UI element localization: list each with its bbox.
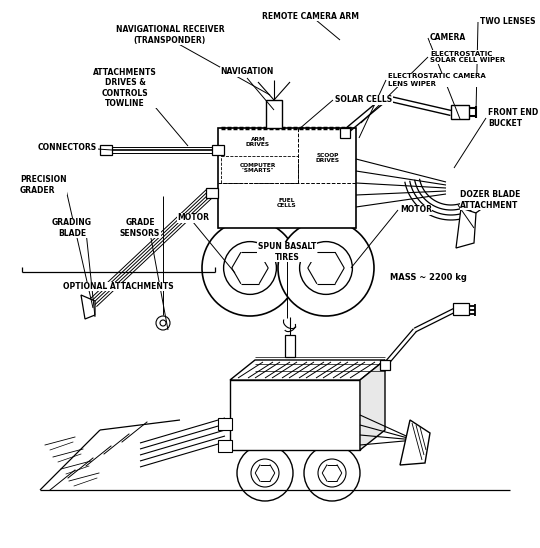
- Text: FRONT END
BUCKET: FRONT END BUCKET: [488, 109, 538, 128]
- Bar: [451, 105, 469, 119]
- Bar: [206, 188, 218, 198]
- Text: CAMERA: CAMERA: [430, 33, 466, 43]
- Text: MOTOR: MOTOR: [400, 206, 432, 214]
- Text: FUEL
CELLS: FUEL CELLS: [277, 198, 297, 208]
- Bar: [285, 335, 295, 357]
- Bar: [230, 380, 360, 450]
- Bar: [218, 418, 232, 430]
- Text: REMOTE CAMERA ARM: REMOTE CAMERA ARM: [261, 12, 359, 21]
- Bar: [221, 156, 298, 183]
- Polygon shape: [360, 360, 385, 450]
- Text: COMPUTER
"SMARTS": COMPUTER "SMARTS": [240, 163, 276, 173]
- Text: SOLAR CELLS: SOLAR CELLS: [335, 95, 392, 105]
- Bar: [218, 128, 356, 228]
- Text: TWO LENSES: TWO LENSES: [480, 18, 536, 26]
- Text: GRADE
SENSORS: GRADE SENSORS: [120, 218, 160, 238]
- Bar: [212, 145, 224, 155]
- Circle shape: [156, 316, 170, 330]
- Text: ATTACHMENTS
DRIVES &
CONTROLS
TOWLINE: ATTACHMENTS DRIVES & CONTROLS TOWLINE: [93, 68, 157, 108]
- Text: MASS ~ 2200 kg: MASS ~ 2200 kg: [390, 273, 467, 283]
- Text: PRECISION
GRADER: PRECISION GRADER: [20, 175, 66, 195]
- Bar: [340, 128, 350, 138]
- Bar: [266, 100, 282, 128]
- Circle shape: [278, 220, 374, 316]
- Bar: [380, 360, 390, 370]
- Circle shape: [202, 220, 298, 316]
- Text: CONNECTORS: CONNECTORS: [38, 144, 97, 152]
- Text: ARM
DRIVES: ARM DRIVES: [246, 136, 270, 147]
- Text: GRADING
BLADE: GRADING BLADE: [52, 218, 92, 238]
- Circle shape: [160, 320, 166, 326]
- Circle shape: [237, 445, 293, 501]
- Bar: [453, 303, 469, 315]
- Text: DOZER BLADE
ATTACHMENT: DOZER BLADE ATTACHMENT: [460, 190, 521, 210]
- Text: ELECTROSTATIC CAMERA
LENS WIPER: ELECTROSTATIC CAMERA LENS WIPER: [388, 73, 486, 87]
- Text: NAVIGATION: NAVIGATION: [220, 67, 274, 77]
- Text: OPTIONAL ATTACHMENTS: OPTIONAL ATTACHMENTS: [63, 282, 173, 291]
- Text: MOTOR: MOTOR: [177, 214, 209, 222]
- Text: SPUN BASALT
TIRES: SPUN BASALT TIRES: [258, 242, 316, 262]
- Text: NAVIGATIONAL RECEIVER
(TRANSPONDER): NAVIGATIONAL RECEIVER (TRANSPONDER): [116, 25, 224, 45]
- Polygon shape: [400, 420, 430, 465]
- Text: ELECTROSTATIC
SOLAR CELL WIPER: ELECTROSTATIC SOLAR CELL WIPER: [430, 50, 505, 64]
- Bar: [218, 440, 232, 452]
- Polygon shape: [81, 295, 95, 319]
- Circle shape: [304, 445, 360, 501]
- Text: SCOOP
DRIVES: SCOOP DRIVES: [316, 152, 340, 163]
- Polygon shape: [230, 360, 385, 380]
- Polygon shape: [456, 208, 476, 248]
- Bar: [100, 145, 112, 155]
